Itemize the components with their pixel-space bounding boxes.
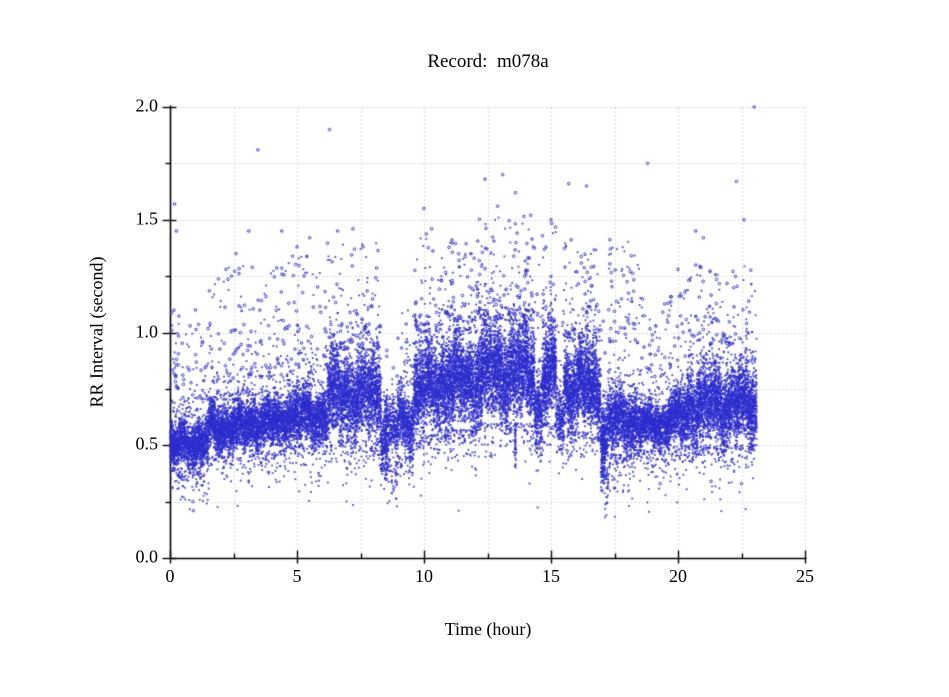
x-tick-label: 0	[165, 566, 175, 586]
y-tick-label: 0.0	[135, 546, 159, 567]
x-tick-label: 5	[292, 566, 302, 586]
x-tick-label: 10	[415, 566, 433, 586]
x-tick-label: 15	[542, 566, 560, 586]
chart-title: Record: m078a	[427, 51, 549, 72]
y-tick-label: 0.5	[135, 433, 159, 454]
y-tick-label: 1.0	[135, 320, 159, 341]
x-tick-label: 25	[796, 566, 814, 586]
y-tick-label: 1.5	[135, 208, 159, 229]
y-tick-label: 2.0	[135, 95, 159, 116]
x-tick-label: 20	[669, 566, 687, 586]
x-axis-title: Time (hour)	[444, 619, 532, 639]
